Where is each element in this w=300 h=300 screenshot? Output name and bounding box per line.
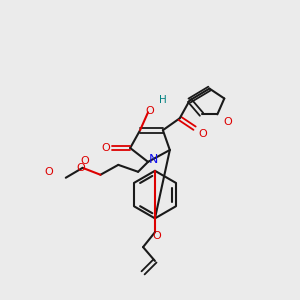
Text: O: O xyxy=(198,129,207,139)
Text: O: O xyxy=(76,163,85,173)
Text: O: O xyxy=(80,156,89,166)
Text: N: N xyxy=(148,153,158,167)
Text: O: O xyxy=(45,167,53,177)
Text: O: O xyxy=(101,143,110,153)
Text: O: O xyxy=(153,231,161,241)
Text: H: H xyxy=(159,95,167,106)
Text: O: O xyxy=(223,117,232,127)
Text: O: O xyxy=(146,106,154,116)
